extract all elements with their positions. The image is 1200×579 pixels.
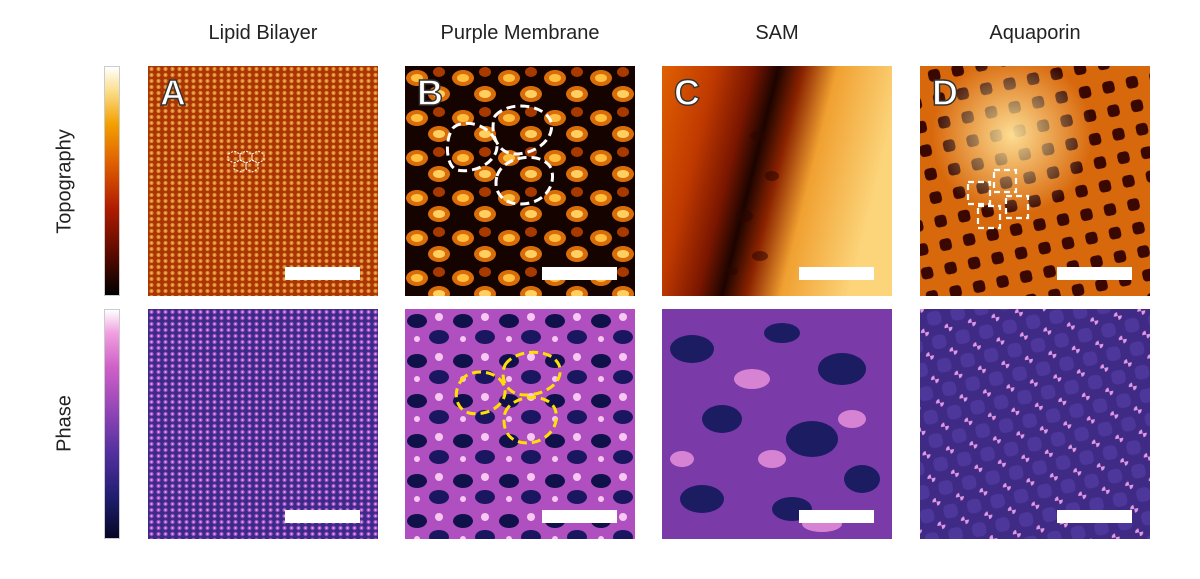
panel-b-phase [405, 309, 635, 539]
panel-letter-a: A [159, 71, 186, 113]
panel-letter-c: C [673, 71, 700, 113]
scale-bar [542, 267, 617, 280]
scale-bar [1057, 510, 1132, 523]
row-label-topography: Topography [53, 129, 76, 234]
trimer-outline-overlay-yellow [454, 350, 562, 445]
square-outline-overlay [966, 168, 1030, 230]
scale-bar [799, 267, 874, 280]
row-label-phase: Phase [53, 395, 76, 452]
panel-a-phase [148, 309, 378, 539]
scale-bar [285, 267, 360, 280]
panel-d-phase-image [920, 309, 1150, 539]
panel-b-topography: B [405, 66, 635, 296]
hexagon-outline-overlay [227, 150, 265, 173]
panel-b-topography-image [405, 66, 635, 296]
panel-a-topography-image [148, 66, 378, 296]
panel-d-phase [920, 309, 1150, 539]
scale-bar [799, 510, 874, 523]
panel-c-topography: C [662, 66, 892, 296]
panel-c-phase [662, 309, 892, 539]
panel-letter-d: D [931, 71, 958, 113]
panel-c-topography-image [662, 66, 892, 296]
panel-letter-b: B [416, 71, 443, 113]
panel-a-phase-image [148, 309, 378, 539]
panel-c-phase-image [662, 309, 892, 539]
column-title-purple-membrane: Purple Membrane [440, 22, 600, 44]
topography-colorbar [104, 66, 120, 296]
column-title-lipid-bilayer: Lipid Bilayer [208, 22, 318, 44]
panel-b-phase-image [405, 309, 635, 539]
panel-d-topography-image [920, 66, 1150, 296]
column-title-sam: SAM [755, 22, 799, 44]
trimer-outline-overlay-white [446, 104, 554, 206]
scale-bar [285, 510, 360, 523]
column-title-aquaporin: Aquaporin [989, 22, 1081, 44]
scale-bar [542, 510, 617, 523]
panel-a-topography: A [148, 66, 378, 296]
scale-bar [1057, 267, 1132, 280]
panel-d-topography: D [920, 66, 1150, 296]
phase-colorbar [104, 309, 120, 539]
